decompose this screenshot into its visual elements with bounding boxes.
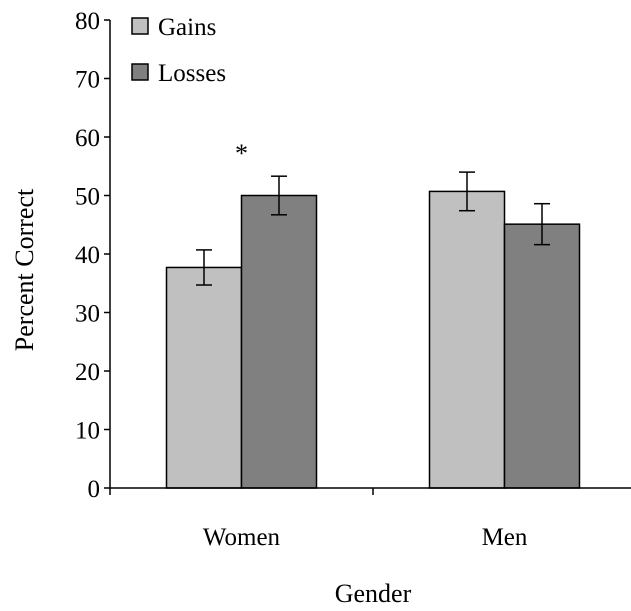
legend-item-losses: Losses: [131, 60, 226, 87]
error-bar-gains-women: [196, 249, 212, 286]
y-tick-label-40: 40: [75, 242, 100, 269]
error-bars-layer: [196, 171, 550, 286]
bar-gains-men: [428, 190, 506, 489]
bar-losses-men: [503, 223, 581, 489]
legend-swatch-losses: [131, 63, 149, 81]
y-tick-label-70: 70: [75, 67, 100, 94]
bar-gains-women: [165, 266, 243, 489]
y-tick-label-10: 10: [75, 418, 100, 445]
legend-swatch-gains: [131, 17, 149, 35]
error-bar-losses-men: [534, 202, 550, 246]
y-tick-labels: 0 10 20 30 40 50 60 70 80: [75, 8, 100, 503]
annotations: *: [235, 139, 248, 168]
x-axis-title: Gender: [335, 579, 412, 608]
y-tick-label-20: 20: [75, 359, 100, 386]
error-bar-gains-men: [459, 171, 475, 212]
legend: Gains Losses: [131, 14, 226, 87]
y-tick-label-0: 0: [88, 476, 101, 503]
y-tick-label-50: 50: [75, 184, 100, 211]
y-tick-label-60: 60: [75, 125, 100, 152]
legend-label-gains: Gains: [158, 14, 216, 41]
significance-marker: *: [235, 139, 248, 168]
legend-item-gains: Gains: [131, 14, 216, 41]
y-tick-label-30: 30: [75, 301, 100, 328]
bar-losses-women: [240, 194, 318, 489]
y-axis-title: Percent Correct: [10, 188, 39, 351]
x-category-label-men: Men: [482, 524, 528, 551]
legend-label-losses: Losses: [158, 60, 226, 87]
y-tick-label-80: 80: [75, 8, 100, 35]
axes-layer: [104, 19, 631, 495]
x-category-labels: Women Men: [203, 524, 528, 551]
error-bar-losses-women: [271, 175, 287, 216]
x-category-label-women: Women: [203, 524, 281, 551]
bars-layer: [165, 190, 581, 489]
